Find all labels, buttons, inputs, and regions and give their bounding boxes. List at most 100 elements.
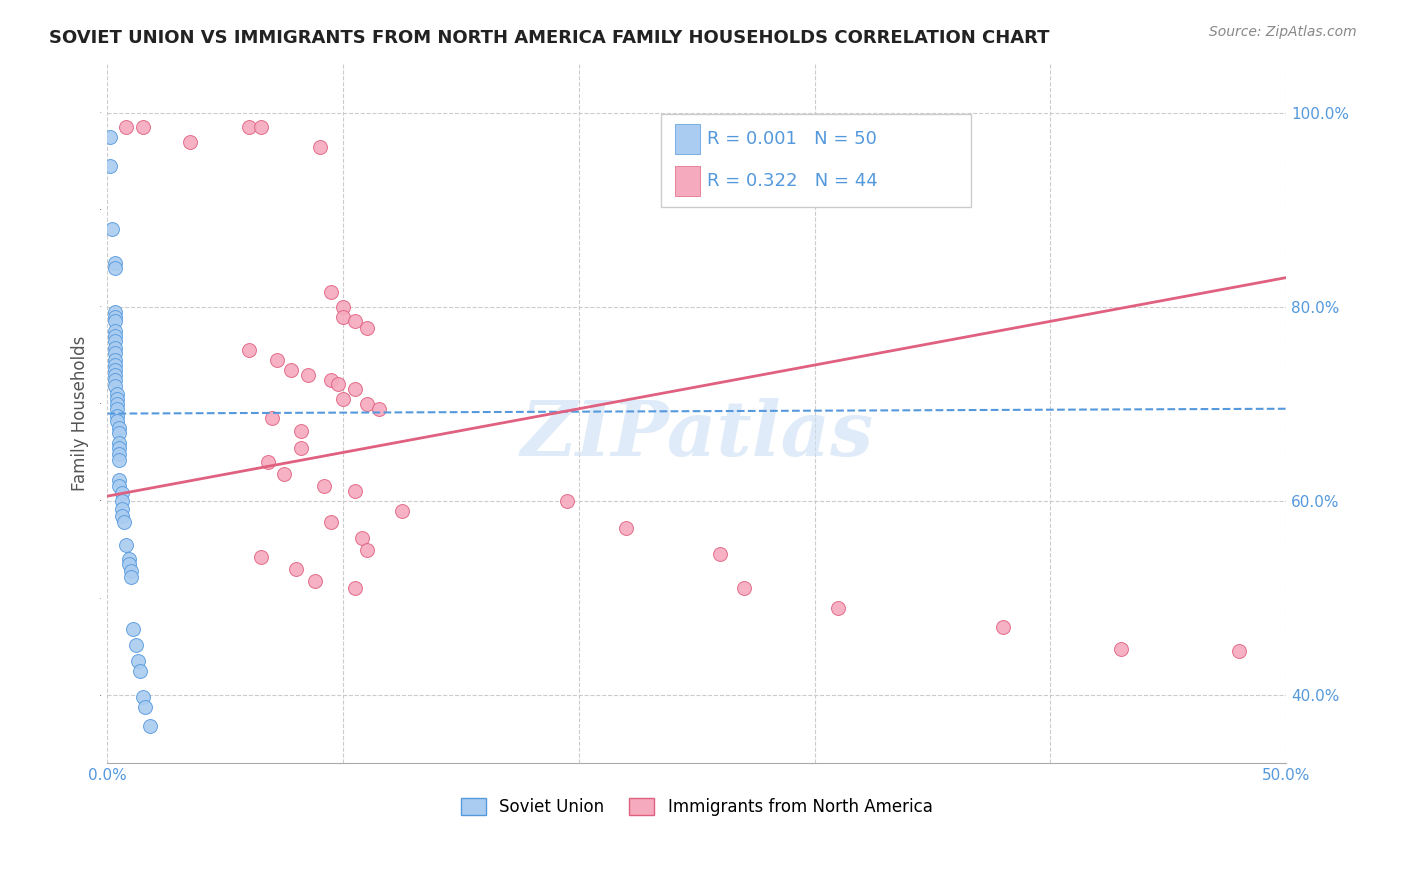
Point <box>266 353 288 368</box>
Point <box>103 260 125 275</box>
Point <box>139 719 162 733</box>
Point <box>108 479 131 493</box>
Point <box>103 368 125 382</box>
Point <box>103 256 125 270</box>
Point <box>103 341 125 355</box>
Point <box>1227 644 1250 658</box>
Point <box>273 467 295 481</box>
Point <box>321 516 343 530</box>
Point <box>108 425 131 440</box>
Point <box>614 521 637 535</box>
Point <box>115 120 138 135</box>
Point <box>98 129 121 144</box>
Point <box>297 368 319 382</box>
Point <box>285 562 308 576</box>
Point <box>103 363 125 377</box>
Point <box>343 582 366 596</box>
Point <box>555 494 578 508</box>
Point <box>110 501 132 516</box>
Point <box>108 435 131 450</box>
Point <box>127 654 149 668</box>
Point <box>108 421 131 435</box>
Point <box>238 343 260 358</box>
Point <box>118 552 141 566</box>
Point <box>101 222 124 236</box>
Point <box>120 564 142 578</box>
Point <box>308 139 330 153</box>
Point <box>118 557 141 571</box>
Point <box>110 508 132 523</box>
Point <box>108 473 131 487</box>
Point <box>321 373 343 387</box>
Point <box>103 310 125 324</box>
Point <box>262 411 284 425</box>
Point <box>332 310 354 324</box>
Point <box>125 638 148 652</box>
Point <box>134 699 156 714</box>
Point <box>105 401 128 416</box>
Point <box>103 346 125 360</box>
Text: R = 0.001   N = 50: R = 0.001 N = 50 <box>707 130 877 148</box>
Point <box>115 538 138 552</box>
Point <box>314 479 336 493</box>
Point <box>328 377 350 392</box>
Point <box>98 159 121 173</box>
Point <box>356 397 378 411</box>
Point <box>343 314 366 328</box>
Point <box>112 516 135 530</box>
Point <box>103 334 125 348</box>
Point <box>249 550 271 565</box>
Point <box>332 392 354 406</box>
Point <box>105 409 128 423</box>
Point <box>367 401 389 416</box>
Point <box>129 664 152 678</box>
Point <box>280 363 302 377</box>
Point <box>108 447 131 461</box>
Point <box>343 382 366 396</box>
Point <box>132 690 155 705</box>
Point <box>103 358 125 372</box>
Point <box>103 324 125 338</box>
Text: SOVIET UNION VS IMMIGRANTS FROM NORTH AMERICA FAMILY HOUSEHOLDS CORRELATION CHAR: SOVIET UNION VS IMMIGRANTS FROM NORTH AM… <box>49 29 1050 47</box>
Point <box>709 548 731 562</box>
Text: Source: ZipAtlas.com: Source: ZipAtlas.com <box>1209 25 1357 39</box>
Point <box>332 300 354 314</box>
Legend: Soviet Union, Immigrants from North America: Soviet Union, Immigrants from North Amer… <box>453 790 941 825</box>
Point <box>238 120 260 135</box>
Y-axis label: Family Households: Family Households <box>72 336 89 491</box>
Point <box>350 531 373 545</box>
Point <box>103 304 125 318</box>
Point <box>1109 641 1132 656</box>
Point <box>343 484 366 499</box>
Point <box>249 120 271 135</box>
Point <box>103 329 125 343</box>
Point <box>122 622 145 636</box>
Point <box>103 373 125 387</box>
Point <box>827 600 849 615</box>
Point <box>103 353 125 368</box>
Point <box>321 285 343 300</box>
Point <box>108 453 131 467</box>
Point <box>105 392 128 406</box>
Point <box>256 455 278 469</box>
Point <box>304 574 326 588</box>
Point <box>120 570 142 584</box>
Point <box>179 135 201 149</box>
Point <box>356 542 378 557</box>
Text: R = 0.322   N = 44: R = 0.322 N = 44 <box>707 171 877 190</box>
Point <box>290 424 312 438</box>
Point <box>108 441 131 455</box>
Point <box>103 314 125 328</box>
Point <box>132 120 155 135</box>
Point <box>110 486 132 500</box>
Point <box>105 397 128 411</box>
Point <box>991 620 1014 634</box>
Point <box>105 387 128 401</box>
Point <box>391 504 413 518</box>
Point <box>733 582 755 596</box>
Text: ZIPatlas: ZIPatlas <box>520 398 873 472</box>
Point <box>290 441 312 455</box>
Point <box>356 321 378 335</box>
Point <box>105 414 128 428</box>
Point <box>103 379 125 393</box>
